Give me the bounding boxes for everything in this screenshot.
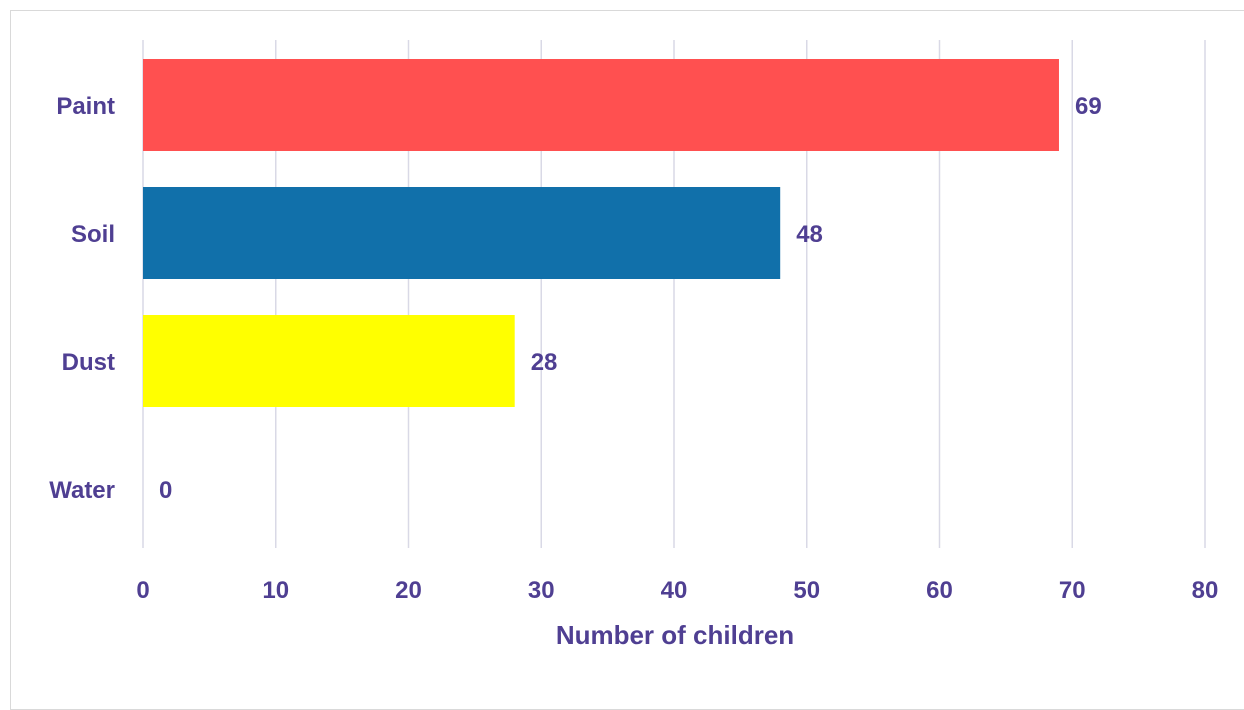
category-label-water: Water <box>49 477 115 504</box>
bar-chart: 0 10 20 30 40 50 60 70 80 Paint 69 Soil 48 Dust 28 Wate… <box>49 40 1218 650</box>
x-tick-label: 0 <box>136 577 149 604</box>
x-tick-label: 30 <box>528 577 555 604</box>
x-tick-label: 60 <box>926 577 953 604</box>
category-label-soil: Soil <box>71 221 115 248</box>
x-tick-label: 80 <box>1192 577 1219 604</box>
value-label-soil: 48 <box>796 221 823 248</box>
x-tick-label: 10 <box>262 577 289 604</box>
bar-soil <box>143 187 781 279</box>
x-tick-label: 50 <box>793 577 820 604</box>
x-tick-label: 20 <box>395 577 422 604</box>
bar-paint <box>143 59 1059 151</box>
x-axis-title: Number of children <box>556 620 794 650</box>
labels: 0 10 20 30 40 50 60 70 80 Paint 69 Soil 48 Dust 28 Wate… <box>49 93 1218 604</box>
category-label-dust: Dust <box>62 349 115 376</box>
bar-dust <box>143 315 515 407</box>
value-label-water: 0 <box>159 477 172 504</box>
value-label-paint: 69 <box>1075 93 1102 120</box>
bars <box>143 59 1059 407</box>
value-label-dust: 28 <box>531 349 558 376</box>
category-label-paint: Paint <box>56 93 115 120</box>
x-tick-label: 40 <box>661 577 688 604</box>
x-tick-label: 70 <box>1059 577 1086 604</box>
